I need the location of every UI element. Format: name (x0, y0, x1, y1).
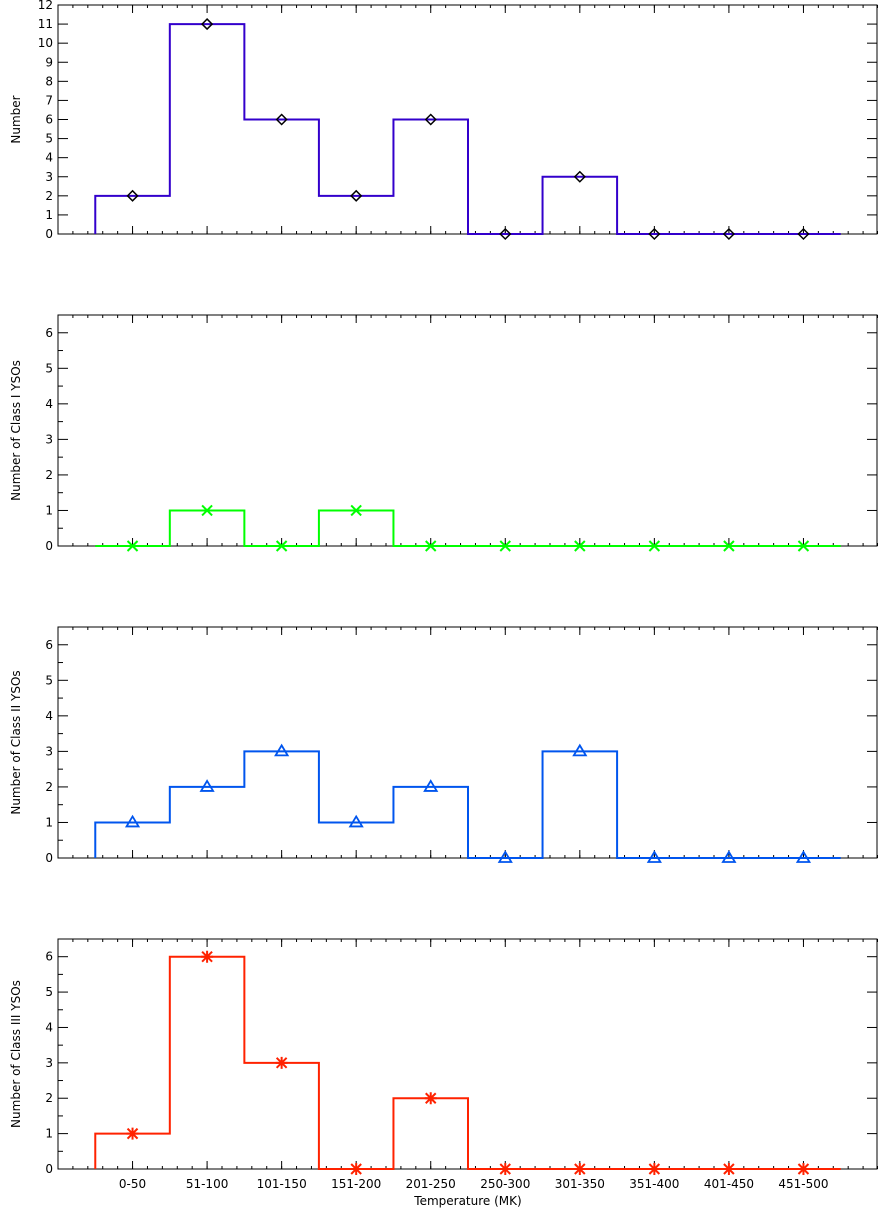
y-tick-label: 5 (45, 673, 53, 687)
data-point (797, 227, 810, 241)
data-point (350, 189, 363, 202)
y-tick-label: 4 (45, 1020, 53, 1034)
y-tick-label: 7 (45, 93, 53, 107)
x-tick-label: 201-250 (406, 1177, 456, 1191)
y-tick-label: 5 (45, 361, 53, 375)
histogram-step-line (94, 955, 841, 1170)
y-axis-title: Number of Class II YSOs (9, 670, 23, 814)
data-point (497, 850, 513, 863)
data-point (275, 113, 288, 126)
x-tick-label: 250-300 (480, 1177, 530, 1191)
y-tick-label: 0 (45, 227, 53, 241)
y-tick-label: 3 (45, 432, 53, 446)
data-point (350, 504, 362, 517)
panel-2: 0 1 2 3 4 5 6 Number of Class I YSOs (9, 314, 878, 553)
data-point (201, 950, 214, 963)
histogram-step-line (94, 23, 841, 235)
histogram-step-line (94, 750, 841, 859)
data-point (275, 540, 288, 552)
y-tick-label: 5 (45, 985, 53, 999)
data-point (797, 1163, 810, 1175)
x-axis-title: Temperature (MK) (413, 1194, 521, 1208)
data-point (350, 1163, 363, 1175)
panel-3: 0 1 2 3 4 5 6 Number of Class II YSOs (9, 626, 878, 865)
y-tick-label: 1 (45, 503, 53, 517)
data-point (425, 540, 437, 552)
data-point (723, 540, 735, 552)
data-point (574, 540, 586, 552)
data-point (348, 814, 364, 828)
y-tick-label: 2 (45, 1091, 53, 1105)
data-point (499, 540, 511, 552)
y-tick-label: 4 (45, 709, 53, 723)
data-point (572, 743, 588, 757)
x-tick-label: 51-100 (186, 1177, 229, 1191)
data-point (126, 1127, 139, 1140)
y-tick-label: 6 (45, 638, 53, 652)
data-point (722, 227, 735, 241)
y-tick-label: 1 (45, 208, 53, 222)
y-tick-label: 5 (45, 132, 53, 146)
y-tick-label: 6 (45, 950, 53, 964)
y-tick-label: 10 (38, 36, 53, 50)
data-point (499, 1163, 512, 1175)
y-tick-label: 1 (45, 1127, 53, 1141)
data-point (646, 850, 662, 863)
y-tick-label: 0 (45, 539, 53, 553)
y-tick-label: 8 (45, 74, 53, 88)
data-point (573, 1163, 586, 1175)
data-point (648, 540, 661, 552)
y-tick-label: 11 (38, 17, 53, 31)
data-point (424, 1092, 437, 1105)
y-tick-label: 4 (45, 151, 53, 165)
x-tick-label: 101-150 (257, 1177, 307, 1191)
data-point (797, 540, 810, 552)
y-tick-label: 3 (45, 170, 53, 184)
y-tick-label: 2 (45, 468, 53, 482)
data-point (573, 170, 586, 183)
data-point (275, 1056, 288, 1069)
data-point (201, 18, 214, 31)
y-tick-label: 3 (45, 1056, 53, 1070)
x-tick-label: 351-400 (629, 1177, 679, 1191)
data-point (201, 504, 213, 517)
y-tick-label: 6 (45, 326, 53, 340)
data-point (199, 779, 215, 792)
data-point (648, 1163, 661, 1175)
data-point (124, 814, 141, 828)
data-point (722, 1163, 735, 1175)
y-axis-title: Number of Class I YSOs (9, 360, 23, 501)
y-tick-label: 4 (45, 397, 53, 411)
data-point (423, 779, 439, 792)
y-tick-label: 0 (45, 1162, 53, 1176)
x-tick-label: 151-200 (331, 1177, 381, 1191)
data-point (721, 850, 737, 863)
y-tick-label: 0 (45, 851, 53, 865)
y-tick-label: 12 (38, 0, 53, 12)
panel-4: 0 1 2 3 4 5 6 Number of Class III YSOs 0-50 51-10… (9, 938, 878, 1208)
x-tick-label: 401-450 (704, 1177, 754, 1191)
data-point (126, 540, 139, 552)
y-tick-label: 2 (45, 189, 53, 203)
y-tick-label: 2 (45, 780, 53, 794)
x-tick-label: 0-50 (119, 1177, 146, 1191)
y-axis-title: Number of Class III YSOs (9, 980, 23, 1128)
histogram-step-line (95, 509, 841, 547)
y-tick-label: 9 (45, 55, 53, 69)
x-tick-label: 301-350 (555, 1177, 605, 1191)
data-point (274, 743, 290, 757)
data-point (795, 850, 812, 863)
x-tick-label: 451-500 (778, 1177, 828, 1191)
y-tick-label: 3 (45, 744, 53, 758)
y-axis-title: Number (9, 95, 23, 143)
data-point (424, 113, 437, 126)
data-point (126, 189, 139, 202)
data-point (499, 227, 512, 241)
data-point (648, 227, 661, 241)
y-tick-label: 1 (45, 815, 53, 829)
y-tick-label: 6 (45, 113, 53, 127)
